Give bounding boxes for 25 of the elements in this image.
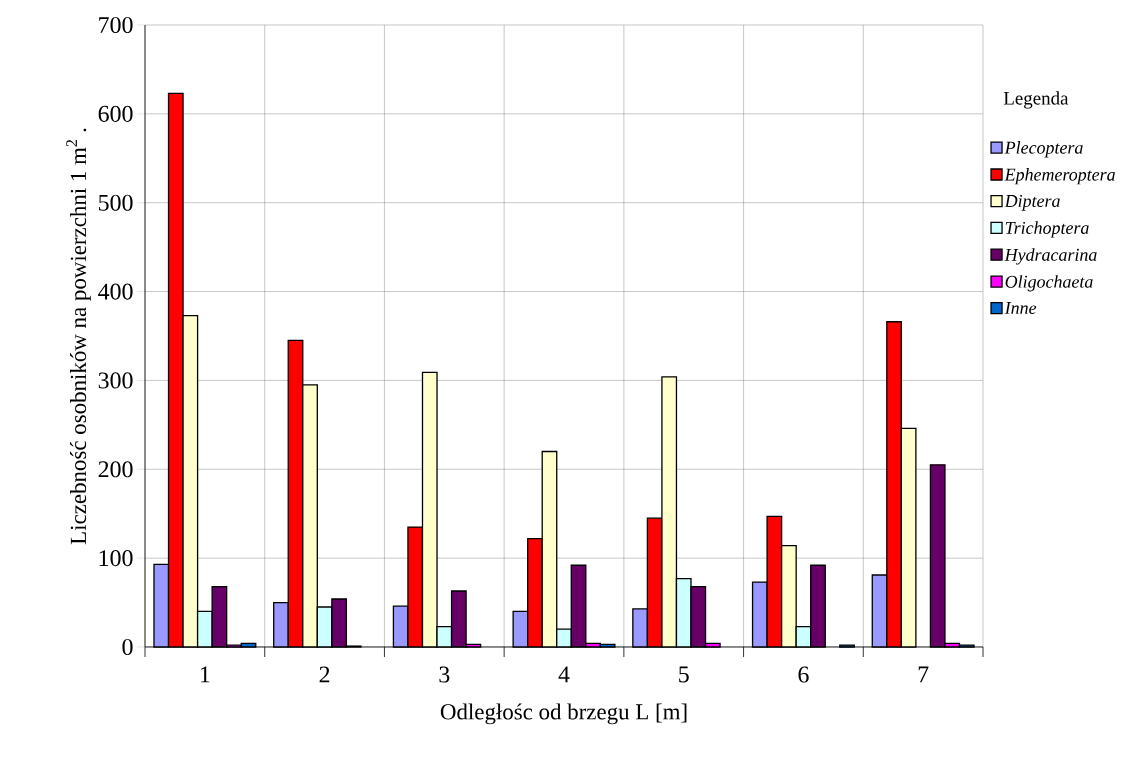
y-tick-label: 500 bbox=[99, 194, 133, 211]
x-axis-title: Odległośc od brzegu L [m] bbox=[440, 703, 687, 725]
legend-label: Oligochaeta bbox=[1005, 275, 1093, 292]
legend-label: Plecoptera bbox=[1004, 141, 1083, 158]
y-tick-label: 0 bbox=[122, 638, 133, 656]
legend-label: Trichoptera bbox=[1005, 221, 1089, 238]
y-tick-label: 400 bbox=[98, 283, 133, 300]
legend-label: Diptera bbox=[1004, 194, 1060, 211]
legend-title: Legenda bbox=[1003, 91, 1069, 109]
y-tick-label: 200 bbox=[98, 461, 133, 478]
x-tick-label: 1 bbox=[200, 666, 210, 683]
legend-label: Inne bbox=[1004, 302, 1037, 315]
x-tick-label: 4 bbox=[558, 666, 570, 683]
x-tick-label: 5 bbox=[679, 666, 689, 683]
y-tick-label: 600 bbox=[98, 105, 133, 122]
x-tick-label: 6 bbox=[798, 666, 809, 683]
x-tick-label: 7 bbox=[918, 666, 929, 683]
x-tick-label: 2 bbox=[319, 666, 330, 683]
x-tick-label: 3 bbox=[439, 666, 450, 683]
y-tick-label: 100 bbox=[99, 550, 133, 567]
y-tick-label: 700 bbox=[99, 16, 133, 34]
legend-label: Ephemeroptera bbox=[1004, 168, 1115, 185]
legend-label: Hydracarina bbox=[1004, 248, 1097, 265]
y-axis-title: Liczebność osobników na powierzchni 1 m$^{2}$ . bbox=[66, 128, 91, 545]
y-tick-label: 300 bbox=[98, 372, 133, 389]
